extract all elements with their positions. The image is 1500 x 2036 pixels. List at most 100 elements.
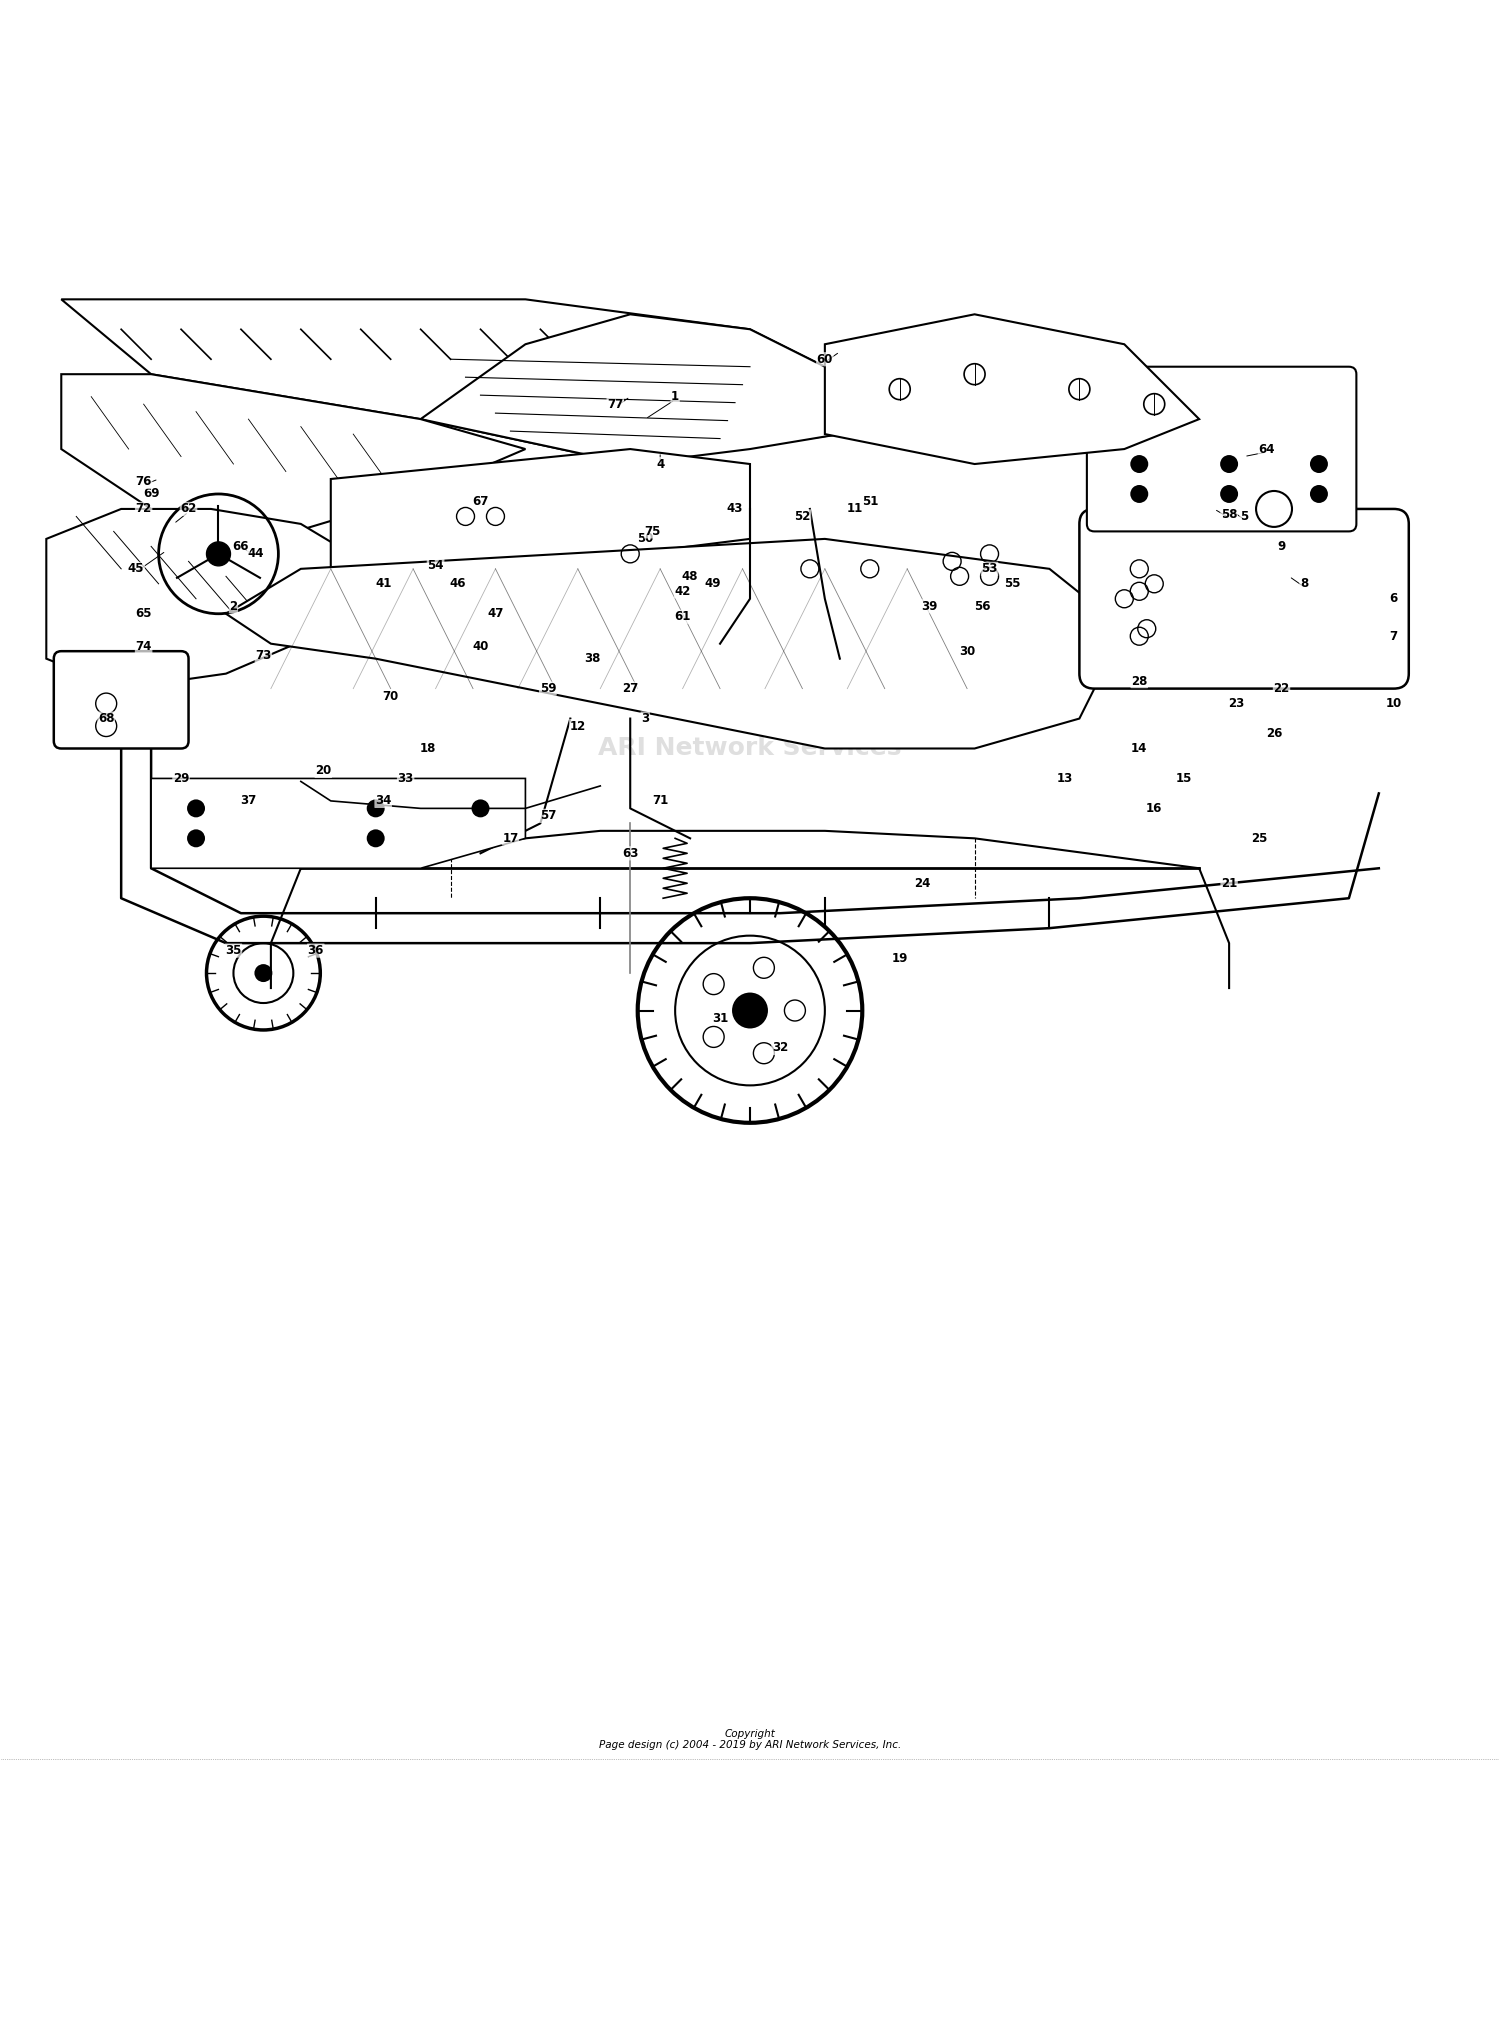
Text: 15: 15: [1176, 772, 1192, 786]
Text: 68: 68: [98, 713, 114, 725]
Text: 71: 71: [652, 794, 669, 808]
Text: 65: 65: [135, 607, 152, 621]
Text: 45: 45: [128, 562, 144, 576]
Text: 67: 67: [472, 495, 489, 507]
Text: 61: 61: [675, 611, 692, 623]
Text: 40: 40: [472, 639, 489, 654]
FancyBboxPatch shape: [54, 652, 189, 749]
Text: 62: 62: [180, 503, 196, 515]
Text: 77: 77: [608, 397, 624, 411]
Text: 19: 19: [891, 951, 908, 965]
Text: 63: 63: [622, 847, 639, 859]
Polygon shape: [46, 509, 375, 688]
Text: 76: 76: [135, 476, 152, 489]
Text: 33: 33: [398, 772, 414, 786]
Circle shape: [188, 800, 206, 816]
Circle shape: [207, 542, 231, 566]
Text: 74: 74: [135, 639, 152, 654]
Text: 72: 72: [135, 503, 152, 515]
Text: 39: 39: [921, 601, 938, 613]
Text: 20: 20: [315, 764, 332, 778]
Text: 11: 11: [846, 503, 862, 515]
Circle shape: [1310, 485, 1328, 503]
Circle shape: [471, 800, 489, 816]
Text: 59: 59: [540, 682, 556, 694]
Text: 58: 58: [1221, 509, 1238, 521]
Text: 26: 26: [1266, 727, 1282, 739]
Text: 64: 64: [1258, 442, 1275, 456]
Text: 70: 70: [382, 690, 399, 702]
Circle shape: [188, 829, 206, 847]
Text: 43: 43: [728, 503, 742, 515]
Text: 23: 23: [1228, 696, 1245, 711]
Text: 5: 5: [1240, 509, 1248, 523]
Text: 34: 34: [375, 794, 392, 808]
Text: 51: 51: [861, 495, 877, 507]
Circle shape: [1131, 454, 1149, 472]
Text: 36: 36: [308, 945, 324, 957]
Text: 42: 42: [675, 584, 692, 599]
Polygon shape: [62, 375, 525, 540]
Circle shape: [1220, 485, 1238, 503]
Circle shape: [366, 800, 384, 816]
Text: Copyright
Page design (c) 2004 - 2019 by ARI Network Services, Inc.: Copyright Page design (c) 2004 - 2019 by…: [598, 1729, 902, 1751]
Text: 24: 24: [914, 878, 930, 890]
Text: 9: 9: [1278, 540, 1286, 554]
Text: 48: 48: [682, 570, 699, 582]
Text: 14: 14: [1131, 741, 1148, 755]
Circle shape: [1310, 454, 1328, 472]
Text: 8: 8: [1300, 578, 1308, 590]
Text: 22: 22: [1274, 682, 1290, 694]
Circle shape: [732, 992, 768, 1028]
FancyBboxPatch shape: [1088, 366, 1356, 531]
Text: 4: 4: [656, 458, 664, 470]
Polygon shape: [825, 314, 1198, 464]
Text: 32: 32: [772, 1042, 788, 1055]
Circle shape: [1220, 454, 1238, 472]
Circle shape: [1131, 485, 1149, 503]
Text: 2: 2: [230, 601, 237, 613]
Text: 10: 10: [1386, 696, 1402, 711]
Circle shape: [255, 965, 273, 981]
Text: 31: 31: [712, 1012, 728, 1024]
Text: 1: 1: [670, 391, 680, 403]
Polygon shape: [226, 540, 1125, 749]
Polygon shape: [152, 778, 525, 867]
Text: 52: 52: [794, 509, 810, 523]
Text: 25: 25: [1251, 833, 1268, 845]
Text: 73: 73: [255, 649, 272, 662]
Text: 75: 75: [645, 525, 662, 538]
Text: 29: 29: [172, 772, 189, 786]
Text: 12: 12: [570, 719, 586, 733]
Text: 60: 60: [816, 352, 833, 366]
Text: 38: 38: [585, 652, 602, 666]
Text: 49: 49: [705, 578, 722, 590]
Text: ARI Network Services: ARI Network Services: [598, 737, 902, 761]
Text: 6: 6: [1389, 592, 1398, 605]
Text: 16: 16: [1146, 802, 1162, 814]
Text: 66: 66: [232, 540, 249, 554]
Circle shape: [366, 829, 384, 847]
Text: 17: 17: [503, 833, 519, 845]
Polygon shape: [332, 450, 750, 568]
Text: 53: 53: [981, 562, 998, 576]
Polygon shape: [420, 314, 870, 464]
Text: 57: 57: [540, 810, 556, 823]
Text: 27: 27: [622, 682, 639, 694]
Text: 46: 46: [450, 578, 466, 590]
Text: 7: 7: [1389, 629, 1398, 643]
Polygon shape: [62, 299, 870, 464]
Text: 56: 56: [974, 601, 990, 613]
Text: 35: 35: [225, 945, 242, 957]
Text: 37: 37: [240, 794, 256, 808]
Text: 69: 69: [142, 487, 159, 501]
Text: 44: 44: [248, 548, 264, 560]
Text: 3: 3: [640, 713, 650, 725]
Text: 30: 30: [958, 645, 975, 658]
Text: 28: 28: [1131, 674, 1148, 688]
Text: 41: 41: [375, 578, 392, 590]
Text: 54: 54: [427, 560, 444, 572]
Text: 47: 47: [488, 607, 504, 621]
Text: 21: 21: [1221, 878, 1238, 890]
Text: 50: 50: [638, 531, 654, 546]
